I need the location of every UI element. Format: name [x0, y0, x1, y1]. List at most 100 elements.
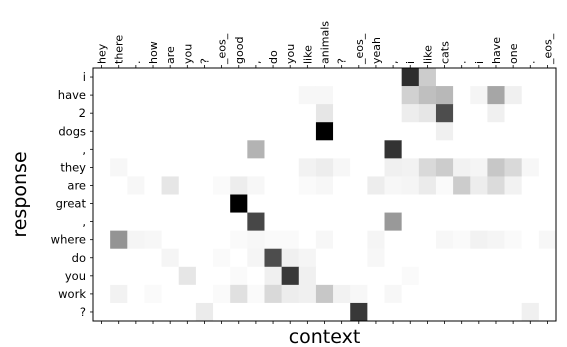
heatmap-cell [178, 176, 197, 195]
heatmap-cell [435, 86, 454, 105]
heatmap-cell [161, 86, 180, 105]
heatmap-cell [504, 68, 523, 87]
heatmap-cell [247, 194, 265, 213]
x-tick-label: cats [439, 41, 452, 64]
heatmap-cell [367, 212, 385, 231]
heatmap-cell [401, 176, 420, 195]
heatmap-cell [144, 176, 162, 195]
heatmap-cell [435, 284, 454, 304]
heatmap-cell [435, 266, 454, 286]
heatmap-cell [230, 266, 248, 286]
heatmap-cell [213, 212, 231, 231]
heatmap-cell [161, 176, 180, 195]
heatmap-cell [247, 68, 265, 87]
heatmap-cell [538, 158, 557, 177]
heatmap-cell [127, 86, 145, 105]
heatmap-cell [315, 122, 334, 141]
heatmap-cell [127, 266, 145, 286]
heatmap-cell [521, 122, 540, 141]
heatmap-cell [470, 68, 488, 87]
heatmap-cell [247, 266, 265, 286]
heatmap-cell [161, 248, 180, 268]
x-tick-labels: hey there. how are you? _eos_ good, do you like an… [96, 21, 554, 324]
heatmap-cell [247, 104, 265, 123]
heatmap-cell [315, 104, 334, 123]
heatmap-cell [195, 194, 214, 213]
heatmap-cell [521, 86, 540, 105]
heatmap-cell [264, 158, 282, 177]
heatmap-cell [195, 176, 214, 195]
heatmap-cell [247, 284, 265, 304]
y-tick-label: ? [80, 305, 86, 319]
x-tick-label: _eos_ [353, 33, 366, 65]
heatmap-cell [470, 122, 488, 141]
x-tick-label: have [490, 37, 503, 64]
heatmap-cell [298, 230, 317, 250]
heatmap-cell [401, 86, 420, 105]
y-tick-label: i [83, 70, 86, 84]
heatmap-cell [435, 122, 454, 141]
heatmap-cell [333, 212, 351, 231]
heatmap-cell [538, 140, 557, 159]
heatmap-cell [521, 284, 540, 304]
heatmap-cell [470, 284, 488, 304]
heatmap-cell [298, 284, 317, 304]
heatmap-cell [93, 284, 111, 304]
heatmap-cell [315, 86, 334, 105]
heatmap-cell [333, 194, 351, 213]
x-tick-label: , [250, 61, 263, 65]
heatmap-cell [110, 158, 128, 177]
heatmap-cell [401, 158, 420, 177]
heatmap-cell [110, 122, 128, 141]
heatmap-cell [93, 176, 111, 195]
heatmap-cell [247, 212, 265, 231]
heatmap-cell [178, 302, 197, 322]
heatmap-cell [144, 302, 162, 322]
heatmap-cell [521, 212, 540, 231]
heatmap-cell [487, 68, 505, 87]
heatmap-cell [161, 122, 180, 141]
heatmap-cell [195, 104, 214, 123]
heatmap-cell [213, 266, 231, 286]
heatmap-cell [93, 86, 111, 105]
heatmap-cell [230, 176, 248, 195]
x-tick-label: . [130, 61, 143, 65]
heatmap-cell [521, 302, 540, 322]
heatmap-cell [247, 158, 265, 177]
heatmap-cell [144, 266, 162, 286]
x-tick-label: i [473, 61, 486, 64]
heatmap-cell [418, 104, 437, 123]
heatmap-cell [264, 284, 282, 304]
heatmap-cell [470, 212, 488, 231]
heatmap-cell [195, 266, 214, 286]
heatmap-cell [487, 266, 505, 286]
heatmap-cell [487, 140, 505, 159]
heatmap-cell [144, 248, 162, 268]
heatmap-cell [315, 212, 334, 231]
heatmap-cell [127, 284, 145, 304]
heatmap-cell [127, 140, 145, 159]
heatmap-cell [144, 158, 162, 177]
heatmap-cell [384, 140, 402, 159]
heatmap-cell [470, 176, 488, 195]
x-tick-label: you [284, 44, 297, 64]
heatmap-cell [418, 176, 437, 195]
heatmap-cell [470, 248, 488, 268]
heatmap-cell [453, 68, 471, 87]
heatmap-cell [350, 140, 368, 159]
heatmap-cell [230, 248, 248, 268]
heatmap-cell [384, 266, 402, 286]
heatmap-cell [435, 176, 454, 195]
heatmap-cell [504, 104, 523, 123]
heatmap-cell [333, 248, 351, 268]
heatmap-cell [213, 176, 231, 195]
heatmap-cell [470, 86, 488, 105]
heatmap-cell [161, 302, 180, 322]
y-tick-label: , [82, 215, 86, 229]
heatmap-cell [333, 230, 351, 250]
heatmap-cell [195, 140, 214, 159]
heatmap-cell [350, 86, 368, 105]
heatmap-cell [418, 86, 437, 105]
heatmap-cell [264, 176, 282, 195]
heatmap-cell [281, 194, 300, 213]
